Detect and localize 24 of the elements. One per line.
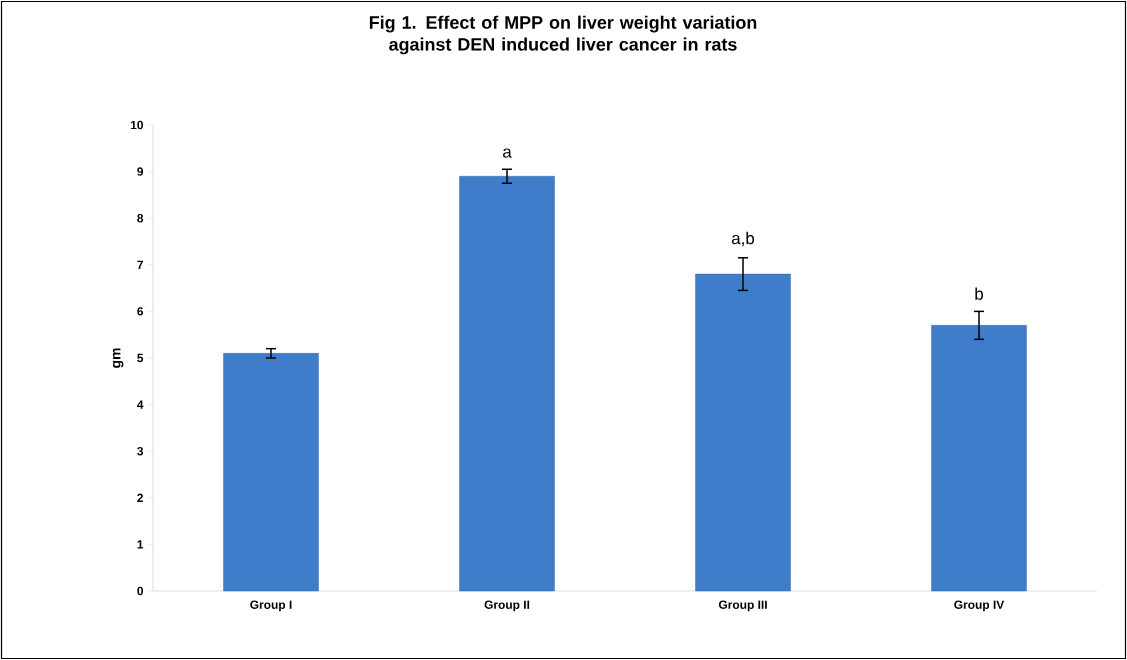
y-tick-label: 4 xyxy=(137,400,144,409)
y-tick-label: 3 xyxy=(137,446,144,456)
x-tick-label: Group IV xyxy=(954,600,1005,612)
bar xyxy=(223,353,319,592)
y-tick-label: 7 xyxy=(137,260,143,269)
y-tick-label: 2 xyxy=(137,493,144,502)
y-tick-label: 1 xyxy=(137,540,144,549)
bar xyxy=(695,273,791,592)
x-tick-label: Group II xyxy=(484,600,530,612)
y-tick-label: 10 xyxy=(130,120,143,130)
y-tick-label: 5 xyxy=(137,353,144,363)
annotation: b xyxy=(975,287,983,300)
bar xyxy=(931,325,1027,592)
bar xyxy=(459,176,555,592)
y-tick-label: 8 xyxy=(137,213,144,223)
x-tick-label: Group I xyxy=(250,600,292,612)
chart-title: Fig 1. Effect of MPP on liver weight variation against DEN induced liver cancer in rats xyxy=(369,15,757,55)
y-tick-label: 6 xyxy=(137,307,144,316)
y-tick-label: 0 xyxy=(137,586,143,596)
y-tick-label: 9 xyxy=(137,167,144,176)
x-tick-label: Group III xyxy=(718,600,767,612)
y-axis-title: gm xyxy=(112,348,124,368)
annotation: a xyxy=(503,148,512,158)
annotation: a,b xyxy=(731,231,755,247)
